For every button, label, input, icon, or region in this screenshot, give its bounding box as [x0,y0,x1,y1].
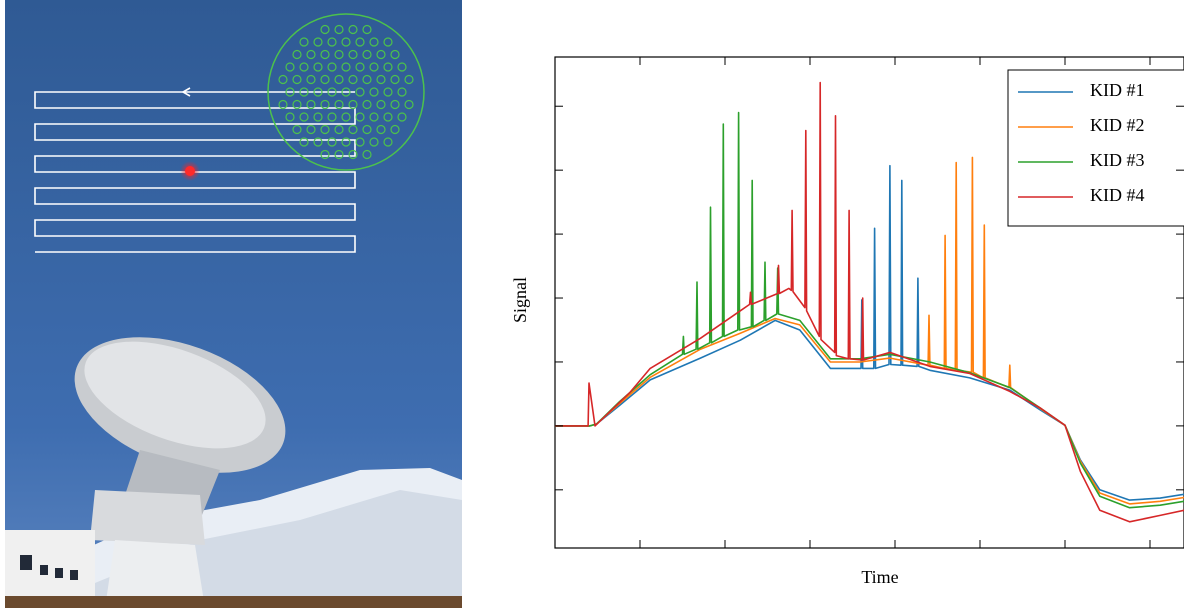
x-axis-label: Time [861,567,898,587]
legend-label: KID #4 [1090,185,1145,205]
plot-area [555,81,1184,523]
legend-label: KID #2 [1090,115,1145,135]
photo [5,0,462,608]
legend-label: KID #1 [1090,80,1145,100]
y-axis-label: Signal [510,277,530,323]
series-line [555,111,1184,509]
legend: KID #1 KID #2 KID #3 KID #4 [1007,69,1184,227]
series-line [555,164,1184,501]
legend-label: KID #3 [1090,150,1145,170]
series-line [555,81,1184,523]
plot-frame [554,56,1184,549]
